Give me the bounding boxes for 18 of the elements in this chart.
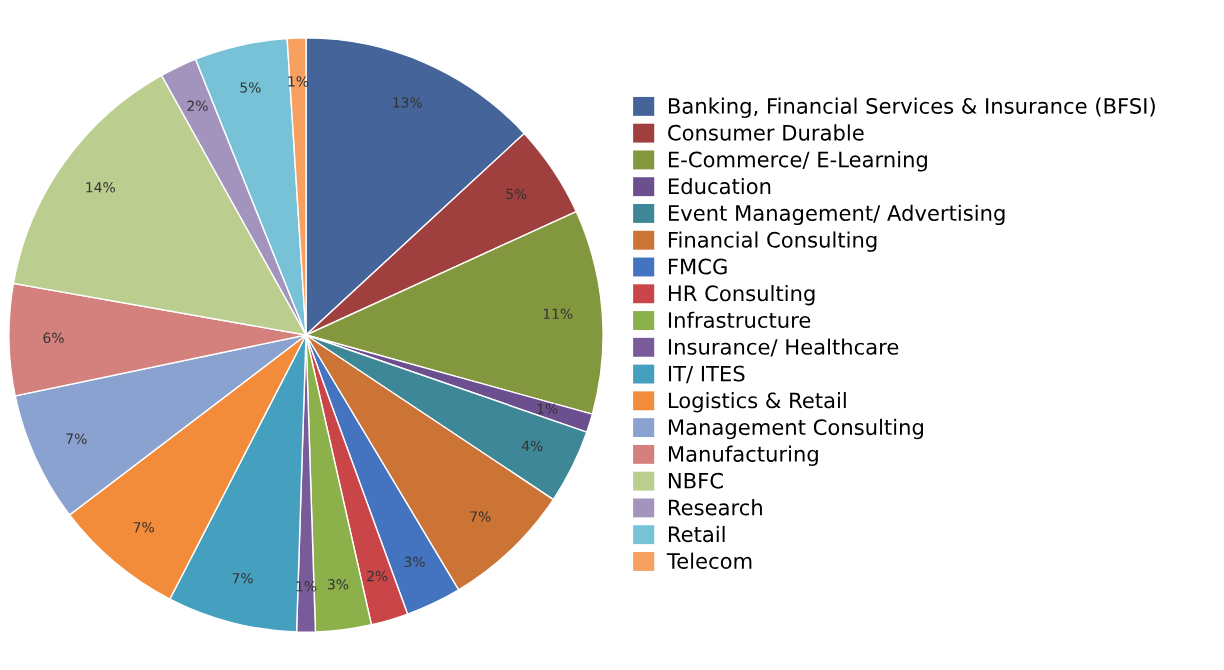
legend-label: IT/ ITES (668, 365, 745, 384)
legend-label: Management Consulting (668, 418, 923, 440)
legend-label: Logistics & Retail (668, 392, 846, 413)
legend-label: Banking, Financial Services & Insurance (BFSI) (668, 97, 1155, 118)
legend-label: Financial Consulting (668, 231, 877, 252)
legend-label: E-Commerce/ E-Learning (668, 151, 927, 172)
legend-label: Telecom (666, 552, 752, 569)
legend-label: Education (668, 177, 771, 195)
legend-label: NBFC (668, 472, 723, 489)
legend-label: Retail (668, 525, 725, 543)
legend-label: Research (668, 499, 762, 516)
legend-label: Insurance/ Healthcare (668, 338, 899, 357)
legend-label: HR Consulting (668, 284, 815, 306)
legend-label: Event Management/ Advertising (668, 204, 1005, 226)
legend-label: Manufacturing (668, 445, 818, 466)
legend-label: Infrastructure (668, 311, 811, 329)
legend-label: FMCG (668, 258, 727, 275)
legend-label: Consumer Durable (668, 124, 864, 141)
